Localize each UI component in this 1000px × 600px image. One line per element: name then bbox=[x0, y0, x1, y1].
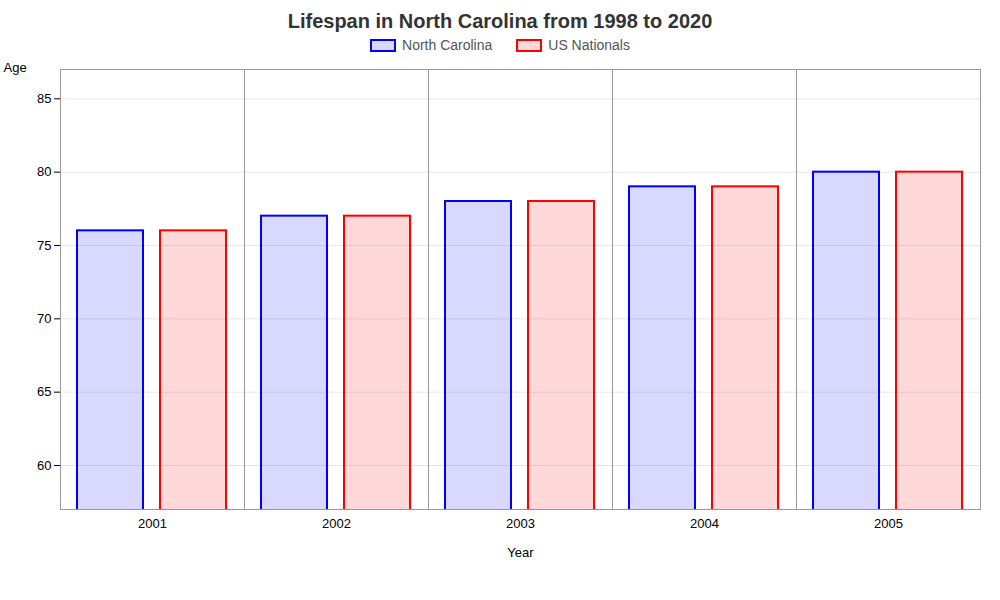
svg-text:85: 85 bbox=[37, 91, 51, 106]
html-text:Lifespan in North Carolina fro: Lifespan in North Carolina from 1998 to … bbox=[287, 10, 713, 32]
svg-text:2005: 2005 bbox=[874, 516, 903, 531]
html-text:North Carolina: North Carolina bbox=[402, 37, 493, 53]
svg-text:2003: 2003 bbox=[506, 516, 535, 531]
svg-text:2004: 2004 bbox=[690, 516, 719, 531]
svg-text:Year: Year bbox=[507, 545, 534, 560]
html-text:US Nationals: US Nationals bbox=[548, 37, 630, 53]
svg-text:60: 60 bbox=[37, 458, 51, 473]
svg-text:70: 70 bbox=[37, 311, 51, 326]
svg-text:80: 80 bbox=[37, 164, 51, 179]
svg-text:Age: Age bbox=[4, 60, 27, 75]
svg-text:65: 65 bbox=[37, 384, 51, 399]
svg-text:2001: 2001 bbox=[138, 516, 167, 531]
svg-text:75: 75 bbox=[37, 238, 51, 253]
svg-text:2002: 2002 bbox=[322, 516, 351, 531]
